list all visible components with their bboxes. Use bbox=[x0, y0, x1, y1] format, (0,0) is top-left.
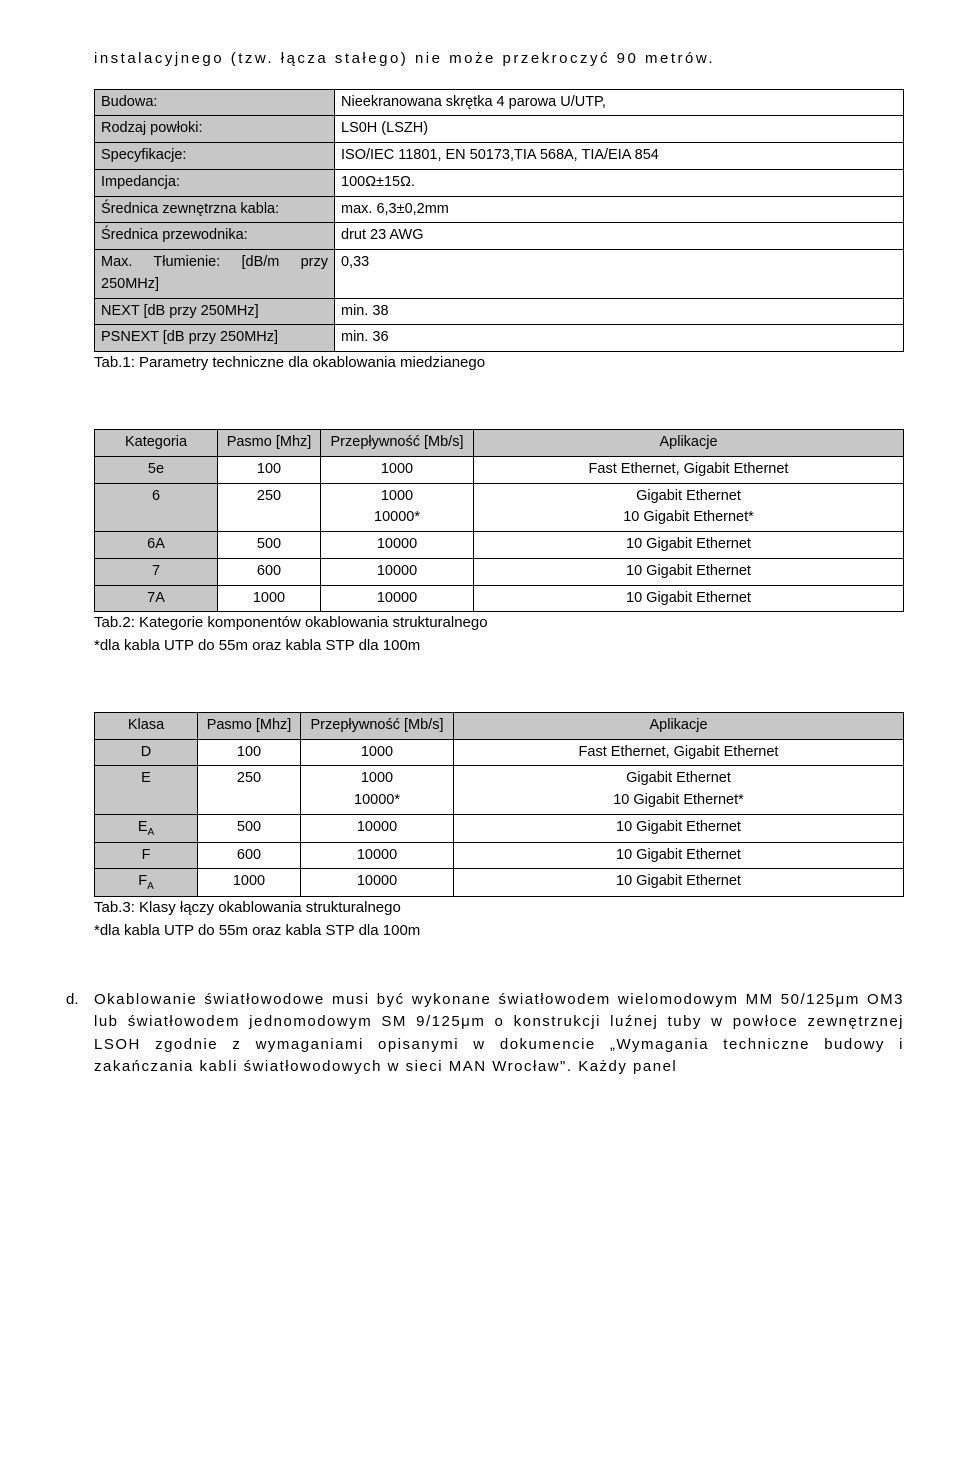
t1-val: min. 36 bbox=[335, 325, 904, 352]
t1-val: max. 6,3±0,2mm bbox=[335, 196, 904, 223]
t2-cell: 10 Gigabit Ethernet bbox=[474, 532, 904, 559]
t2-cell: 1000 bbox=[218, 585, 321, 612]
t3-cell: 600 bbox=[198, 842, 301, 869]
t2-h: Przepływność [Mb/s] bbox=[321, 430, 474, 457]
table-3-caption-b: *dla kabla UTP do 55m oraz kabla STP dla… bbox=[56, 920, 904, 943]
t2-cell: 10000 bbox=[321, 558, 474, 585]
t3-cell: 1000 bbox=[198, 869, 301, 897]
list-item-text: Okablowanie światłowodowe musi być wykon… bbox=[94, 989, 904, 1079]
t2-cell: 100010000* bbox=[321, 483, 474, 532]
t3-cell: Fast Ethernet, Gigabit Ethernet bbox=[454, 739, 904, 766]
t2-h: Pasmo [Mhz] bbox=[218, 430, 321, 457]
t3-cell: 10000 bbox=[301, 814, 454, 842]
t2-cell: 7 bbox=[95, 558, 218, 585]
t3-cell: Gigabit Ethernet10 Gigabit Ethernet* bbox=[454, 766, 904, 815]
t2-cell: 1000 bbox=[321, 456, 474, 483]
intro-paragraph: instalacyjnego (tzw. łącza stałego) nie … bbox=[56, 48, 904, 71]
list-item-d: d. Okablowanie światłowodowe musi być wy… bbox=[56, 989, 904, 1079]
t2-cell: 500 bbox=[218, 532, 321, 559]
table-2-caption-b: *dla kabla UTP do 55m oraz kabla STP dla… bbox=[56, 635, 904, 658]
t3-h: Przepływność [Mb/s] bbox=[301, 712, 454, 739]
list-marker: d. bbox=[66, 989, 94, 1079]
t1-val: Nieekranowana skrętka 4 parowa U/UTP, bbox=[335, 89, 904, 116]
t1-key: Średnica zewnętrzna kabla: bbox=[95, 196, 335, 223]
t3-cell: 10000 bbox=[301, 842, 454, 869]
t2-h: Kategoria bbox=[95, 430, 218, 457]
t3-cell: 100010000* bbox=[301, 766, 454, 815]
t1-key: PSNEXT [dB przy 250MHz] bbox=[95, 325, 335, 352]
t2-cell: 100 bbox=[218, 456, 321, 483]
t2-cell: 10000 bbox=[321, 585, 474, 612]
t3-cell: E bbox=[95, 766, 198, 815]
t2-cell: 10000 bbox=[321, 532, 474, 559]
t2-cell: 10 Gigabit Ethernet bbox=[474, 558, 904, 585]
t2-cell: 10 Gigabit Ethernet bbox=[474, 585, 904, 612]
t1-key: Rodzaj powłoki: bbox=[95, 116, 335, 143]
t3-cell: EA bbox=[95, 814, 198, 842]
t1-key: NEXT [dB przy 250MHz] bbox=[95, 298, 335, 325]
table-1: Budowa:Nieekranowana skrętka 4 parowa U/… bbox=[94, 89, 904, 353]
t3-cell: 10000 bbox=[301, 869, 454, 897]
t3-cell: 1000 bbox=[301, 739, 454, 766]
t3-cell: F bbox=[95, 842, 198, 869]
t2-cell: 5e bbox=[95, 456, 218, 483]
t1-val: drut 23 AWG bbox=[335, 223, 904, 250]
t3-cell: D bbox=[95, 739, 198, 766]
table-1-caption: Tab.1: Parametry techniczne dla okablowa… bbox=[56, 352, 904, 375]
table-3: Klasa Pasmo [Mhz] Przepływność [Mb/s] Ap… bbox=[94, 712, 904, 898]
t2-cell: 250 bbox=[218, 483, 321, 532]
t2-cell: 6A bbox=[95, 532, 218, 559]
t2-cell: Gigabit Ethernet10 Gigabit Ethernet* bbox=[474, 483, 904, 532]
t1-val: LS0H (LSZH) bbox=[335, 116, 904, 143]
t3-h: Aplikacje bbox=[454, 712, 904, 739]
t1-val: ISO/IEC 11801, EN 50173,TIA 568A, TIA/EI… bbox=[335, 143, 904, 170]
t1-key: Specyfikacje: bbox=[95, 143, 335, 170]
t1-key: Budowa: bbox=[95, 89, 335, 116]
t3-cell: 10 Gigabit Ethernet bbox=[454, 814, 904, 842]
t1-key: Średnica przewodnika: bbox=[95, 223, 335, 250]
t3-cell: 10 Gigabit Ethernet bbox=[454, 842, 904, 869]
t1-val: min. 38 bbox=[335, 298, 904, 325]
t2-cell: 600 bbox=[218, 558, 321, 585]
t3-cell: FA bbox=[95, 869, 198, 897]
table-3-caption-a: Tab.3: Klasy łączy okablowania struktura… bbox=[56, 897, 904, 920]
table-2: Kategoria Pasmo [Mhz] Przepływność [Mb/s… bbox=[94, 429, 904, 612]
t3-cell: 250 bbox=[198, 766, 301, 815]
t3-cell: 10 Gigabit Ethernet bbox=[454, 869, 904, 897]
t1-val: 0,33 bbox=[335, 250, 904, 299]
t3-h: Klasa bbox=[95, 712, 198, 739]
t2-cell: 7A bbox=[95, 585, 218, 612]
t1-key: Impedancja: bbox=[95, 169, 335, 196]
table-2-caption-a: Tab.2: Kategorie komponentów okablowania… bbox=[56, 612, 904, 635]
t1-val: 100Ω±15Ω. bbox=[335, 169, 904, 196]
t3-cell: 100 bbox=[198, 739, 301, 766]
t2-cell: Fast Ethernet, Gigabit Ethernet bbox=[474, 456, 904, 483]
t3-cell: 500 bbox=[198, 814, 301, 842]
t2-h: Aplikacje bbox=[474, 430, 904, 457]
t3-h: Pasmo [Mhz] bbox=[198, 712, 301, 739]
t2-cell: 6 bbox=[95, 483, 218, 532]
t1-key: Max. Tłumienie: [dB/m przy 250MHz] bbox=[95, 250, 335, 299]
